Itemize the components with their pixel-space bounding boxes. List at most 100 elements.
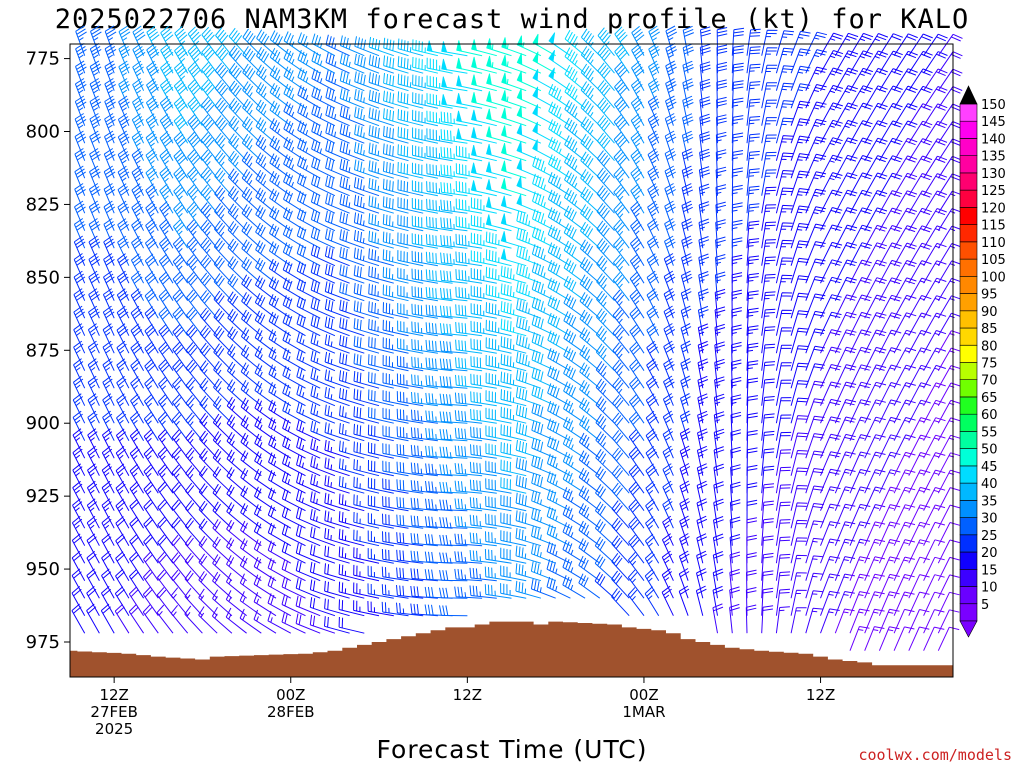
wind-barb xyxy=(281,576,306,599)
wind-barb xyxy=(324,439,350,459)
wind-barb xyxy=(500,318,527,337)
wind-barb xyxy=(578,573,601,599)
wind-barb xyxy=(142,604,159,634)
wind-barb xyxy=(937,609,960,634)
wind-barb xyxy=(212,413,233,442)
wind-barb xyxy=(834,591,855,616)
wind-barb xyxy=(864,504,886,529)
wind-barb xyxy=(368,54,394,74)
wind-barb xyxy=(368,407,394,424)
wind-barb xyxy=(382,478,409,494)
wind-barb xyxy=(227,344,247,372)
wind-barb xyxy=(532,208,556,232)
wind-barb xyxy=(296,190,321,214)
wind-barb xyxy=(283,84,306,109)
wind-barb xyxy=(485,284,512,302)
wind-barb xyxy=(131,113,145,144)
wind-barb-pennant xyxy=(516,193,522,206)
colorbar-swatch xyxy=(959,396,978,415)
wind-barb xyxy=(159,78,174,109)
wind-barb xyxy=(282,295,306,319)
wind-barb xyxy=(297,137,321,162)
wind-barb xyxy=(746,517,757,546)
wind-barb xyxy=(295,542,321,564)
wind-barb xyxy=(612,307,630,337)
wind-barb xyxy=(893,539,916,564)
wind-barb xyxy=(790,589,807,616)
wind-barb xyxy=(225,590,247,617)
wind-barb xyxy=(146,60,160,91)
wind-barb xyxy=(546,524,571,547)
wind-barb xyxy=(790,502,808,529)
wind-barb xyxy=(145,95,160,126)
wind-barb xyxy=(613,236,630,267)
wind-barb xyxy=(144,236,159,266)
wind-barb xyxy=(679,533,690,564)
wind-barb xyxy=(309,561,336,582)
wind-barb xyxy=(790,327,809,354)
wind-barb xyxy=(382,266,409,284)
wind-barb xyxy=(864,626,885,651)
wind-barb xyxy=(715,219,726,249)
wind-barb xyxy=(225,607,247,634)
wind-barb xyxy=(849,399,872,424)
wind-barb xyxy=(713,498,724,529)
wind-barb xyxy=(714,288,726,319)
y-tick-label: 975 xyxy=(26,632,60,653)
wind-barb xyxy=(411,197,438,214)
wind-barb xyxy=(849,155,873,179)
wind-barb xyxy=(425,463,453,477)
wind-barb xyxy=(88,183,101,214)
wind-barb xyxy=(200,132,218,162)
wind-barb xyxy=(310,279,336,302)
wind-barb-pennant xyxy=(516,88,523,101)
wind-barb xyxy=(531,226,556,249)
colorbar-swatch xyxy=(959,362,978,381)
wind-barb xyxy=(199,430,218,459)
wind-barb xyxy=(805,136,827,161)
wind-barb xyxy=(184,552,203,582)
wind-barb xyxy=(864,85,888,109)
wind-barb-pennant xyxy=(471,92,477,104)
wind-barb xyxy=(761,396,775,424)
wind-barb xyxy=(100,586,115,616)
wind-barb xyxy=(746,377,759,406)
wind-barb xyxy=(849,102,873,126)
wind-barb xyxy=(241,309,262,337)
wind-barb xyxy=(612,430,630,459)
wind-barb xyxy=(470,391,497,407)
wind-barb xyxy=(103,235,115,266)
wind-barb xyxy=(269,170,292,197)
wind-barb xyxy=(630,201,645,231)
wind-barb xyxy=(697,375,709,406)
wind-barb xyxy=(254,293,277,319)
wind-barb xyxy=(253,574,277,599)
wind-barb xyxy=(455,233,483,249)
wind-barb xyxy=(746,290,759,319)
wind-barb xyxy=(579,344,601,372)
wind-barb xyxy=(647,183,660,214)
wind-barb xyxy=(531,525,556,547)
wind-barb xyxy=(515,387,542,407)
wind-barb xyxy=(173,61,189,91)
wind-barb xyxy=(849,573,870,599)
wind-barb-pennant xyxy=(486,143,492,156)
wind-barb-pennant xyxy=(486,73,492,86)
wind-barb-pennant xyxy=(500,178,507,190)
wind-barb xyxy=(563,223,586,249)
wind-barb xyxy=(578,520,601,547)
wind-barb xyxy=(102,410,115,441)
wind-barb xyxy=(790,223,810,249)
wind-barb xyxy=(547,348,571,372)
wind-barb xyxy=(455,304,483,319)
wind-barb xyxy=(516,334,542,354)
wind-barb xyxy=(662,393,674,424)
wind-barb xyxy=(338,440,365,459)
wind-barb xyxy=(849,381,872,406)
wind-barb xyxy=(729,568,741,599)
wind-barb xyxy=(412,145,439,162)
wind-barb xyxy=(296,313,321,337)
wind-barb xyxy=(613,254,630,284)
wind-barb xyxy=(730,411,742,441)
wind-barb xyxy=(893,190,918,214)
